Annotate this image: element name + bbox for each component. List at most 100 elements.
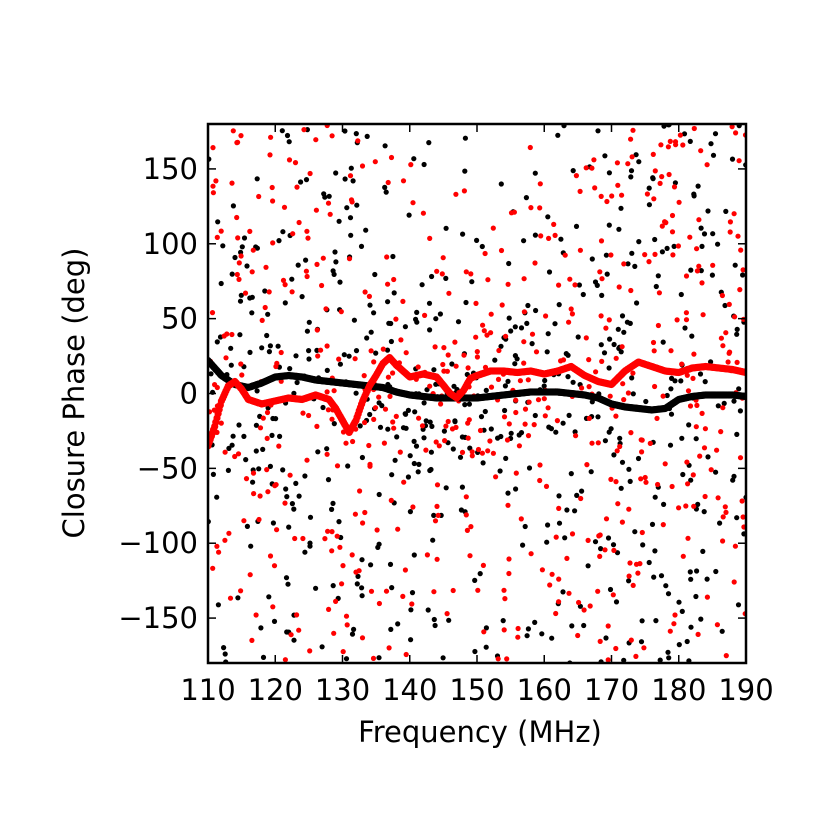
scatter-point: [218, 420, 224, 426]
scatter-point: [488, 311, 494, 317]
scatter-point: [581, 622, 587, 629]
scatter-point: [279, 128, 285, 134]
scatter-point: [501, 414, 508, 420]
scatter-point: [664, 245, 670, 251]
scatter-point: [331, 630, 337, 636]
scatter-point: [218, 280, 224, 287]
scatter-point: [349, 199, 355, 205]
scatter-point: [518, 516, 524, 522]
scatter-point: [677, 132, 684, 138]
scatter-point: [549, 571, 555, 577]
scatter-point: [376, 600, 382, 607]
scatter-point: [485, 277, 491, 283]
scatter-point: [537, 462, 543, 468]
scatter-point: [402, 567, 408, 573]
scatter-point: [542, 413, 548, 419]
scatter-point: [544, 539, 550, 545]
scatter-point: [545, 522, 551, 528]
scatter-point: [407, 453, 413, 459]
scatter-point: [319, 282, 325, 289]
scatter-point: [385, 426, 391, 432]
scatter-point: [330, 500, 336, 506]
scatter-point: [238, 361, 244, 367]
x-axis-label: Frequency (MHz): [358, 715, 602, 749]
scatter-point: [731, 211, 737, 217]
scatter-point: [503, 455, 509, 461]
scatter-point: [334, 533, 340, 539]
scatter-point: [299, 294, 305, 300]
scatter-point: [567, 276, 573, 282]
scatter-point: [603, 516, 610, 522]
scatter-point: [421, 161, 427, 168]
scatter-point: [350, 438, 356, 445]
scatter-point: [218, 228, 224, 234]
scatter-point: [685, 535, 691, 541]
scatter-point: [466, 401, 472, 407]
scatter-point: [337, 544, 343, 550]
scatter-point: [611, 452, 617, 458]
scatter-point: [668, 386, 674, 392]
scatter-point: [572, 282, 578, 288]
scatter-point: [568, 471, 574, 477]
scatter-point: [367, 461, 373, 467]
scatter-point: [658, 142, 664, 148]
scatter-point: [687, 234, 693, 240]
scatter-point: [633, 152, 639, 158]
scatter-point: [253, 612, 259, 618]
scatter-point: [713, 568, 719, 575]
scatter-point: [545, 405, 551, 411]
scatter-point: [674, 317, 680, 323]
scatter-point: [577, 188, 583, 194]
scatter-point: [463, 299, 469, 306]
scatter-point: [228, 362, 234, 368]
scatter-point: [472, 577, 478, 584]
scatter-point: [380, 346, 386, 352]
x-tick-label: 180: [651, 673, 706, 707]
scatter-point: [363, 227, 369, 233]
scatter-point: [696, 263, 702, 269]
scatter-point: [314, 327, 320, 333]
y-tick-label: 50: [161, 302, 198, 336]
scatter-point: [388, 497, 394, 503]
scatter-point: [398, 337, 404, 343]
scatter-point: [474, 237, 480, 243]
scatter-point: [613, 413, 619, 419]
scatter-point: [542, 377, 548, 384]
scatter-point: [266, 289, 272, 295]
scatter-point: [678, 378, 684, 384]
scatter-point: [628, 287, 634, 294]
scatter-point: [625, 390, 632, 396]
scatter-point: [239, 372, 245, 378]
scatter-point: [431, 616, 437, 623]
scatter-point: [532, 412, 538, 419]
scatter-point: [576, 282, 583, 288]
scatter-point: [243, 457, 249, 463]
scatter-point: [253, 448, 259, 454]
scatter-point: [598, 342, 604, 348]
scatter-point: [668, 411, 675, 417]
scatter-point: [616, 226, 622, 232]
scatter-point: [685, 481, 691, 487]
scatter-point: [714, 622, 721, 628]
scatter-point: [296, 493, 302, 499]
scatter-point: [434, 503, 440, 509]
scatter-point: [506, 556, 512, 562]
scatter-point: [508, 210, 515, 216]
scatter-point: [408, 607, 414, 613]
scatter-point: [353, 131, 359, 137]
scatter-point: [387, 393, 393, 399]
scatter-point: [238, 133, 244, 139]
scatter-point: [525, 626, 532, 632]
scatter-point: [257, 493, 263, 499]
scatter-point: [483, 625, 489, 631]
scatter-point: [322, 536, 328, 542]
scatter-point: [384, 254, 390, 260]
scatter-point: [284, 132, 291, 139]
scatter-point: [327, 211, 333, 217]
scatter-point: [652, 494, 658, 500]
scatter-point: [656, 290, 663, 296]
scatter-point: [405, 407, 411, 413]
scatter-point: [513, 470, 519, 476]
scatter-point: [708, 141, 714, 147]
scatter-point: [393, 316, 399, 322]
